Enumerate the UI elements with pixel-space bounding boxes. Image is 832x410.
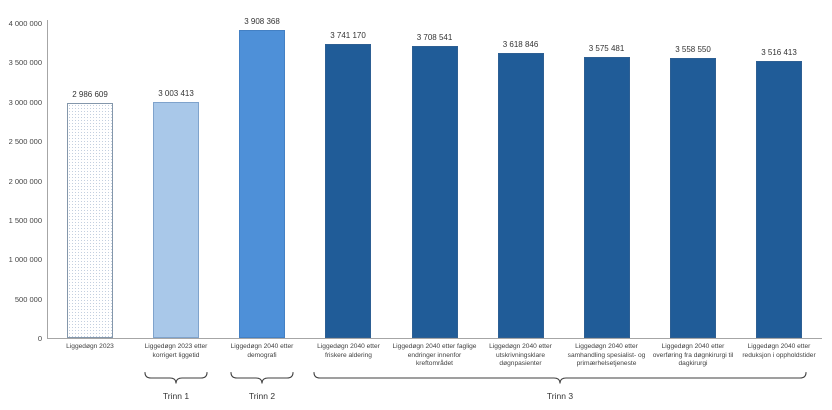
y-axis-tick-label: 4 000 000 bbox=[8, 18, 42, 28]
bar-category-label: Liggedøgn 2040 etter reduksjon i opphold… bbox=[742, 343, 816, 359]
bar-faglige-endringer bbox=[411, 46, 458, 338]
bar-category-label: Liggedøgn 2040 etter friskere aldering bbox=[317, 343, 380, 359]
y-axis-line bbox=[47, 20, 48, 338]
bar-utskrivningsklare bbox=[497, 53, 544, 338]
bar-value-label: 3 575 481 bbox=[588, 43, 625, 53]
trinn-2-bracket bbox=[230, 371, 294, 384]
bar-value-label: 2 986 609 bbox=[72, 90, 108, 99]
y-axis-tick-label: 3 500 000 bbox=[8, 58, 42, 67]
bar-category-label: Liggedøgn 2040 etter samhandling spesial… bbox=[567, 343, 646, 368]
trinn-1-label: Trinn 1 bbox=[162, 391, 190, 401]
y-axis-tick-label: 0 bbox=[37, 334, 42, 343]
trinn-1-bracket bbox=[144, 371, 208, 384]
bar-value-label: 3 003 413 bbox=[158, 88, 194, 98]
trinn-3-label: Trinn 3 bbox=[546, 391, 574, 401]
x-axis-line bbox=[47, 338, 822, 339]
bar-category-label: Liggedøgn 2040 etter demografi bbox=[230, 343, 294, 359]
bar-friskere-aldering bbox=[325, 43, 371, 338]
y-axis-tick-label: 3 000 000 bbox=[8, 97, 42, 107]
bar-category-label: Liggedøgn 2040 etter utskrivningsklare d… bbox=[489, 343, 552, 368]
bar-value-label: 3 558 550 bbox=[675, 45, 711, 54]
bar-value-label: 3 618 846 bbox=[502, 40, 539, 49]
y-axis-tick-label: 2 000 000 bbox=[8, 176, 42, 186]
bar-liggedogn-2023 bbox=[67, 103, 113, 338]
bar-value-label: 3 908 368 bbox=[244, 17, 280, 26]
bar-category-label: Liggedøgn 2023 etter korrigert liggetid bbox=[144, 343, 208, 359]
bar-korrigert-liggetid bbox=[153, 101, 199, 338]
y-axis-tick-label: 500 000 bbox=[14, 294, 42, 304]
trinn-2-label: Trinn 2 bbox=[248, 391, 276, 401]
bar-category-label: Liggedøgn 2040 etter faglige endringer i… bbox=[392, 343, 477, 368]
bar-overforing-dagkirurgi bbox=[670, 58, 716, 338]
bar-value-label: 3 708 541 bbox=[416, 33, 453, 42]
bar-reduksjon-oppholdstider bbox=[756, 61, 802, 338]
y-axis-tick-label: 1 000 000 bbox=[8, 255, 42, 264]
bar-category-label: Liggedøgn 2023 bbox=[66, 343, 114, 350]
bar-value-label: 3 516 413 bbox=[761, 48, 797, 57]
bar-demografi bbox=[239, 30, 285, 338]
y-axis-tick-label: 2 500 000 bbox=[8, 137, 42, 146]
trinn-3-bracket bbox=[313, 371, 807, 384]
y-axis-tick-label: 1 500 000 bbox=[8, 216, 42, 225]
bar-value-label: 3 741 170 bbox=[330, 30, 366, 40]
bar-samhandling bbox=[583, 56, 630, 338]
bar-category-label: Liggedøgn 2040 etter overføring fra døgn… bbox=[652, 343, 734, 368]
